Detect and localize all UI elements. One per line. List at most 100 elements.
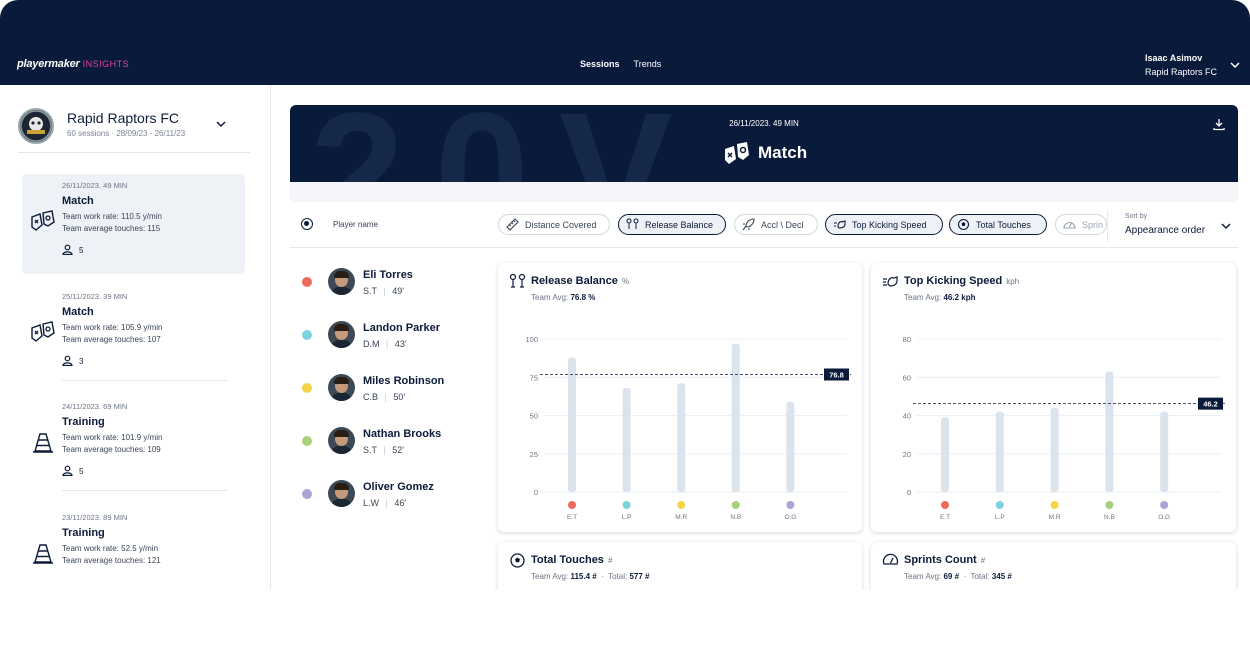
y-tick-label: 0: [907, 488, 911, 497]
y-tick-label: 100: [525, 335, 538, 344]
header-background-graphic: 20V: [310, 105, 702, 182]
club-name: Rapid Raptors FC: [67, 110, 180, 126]
top-kicking-speed-card: Top Kicking Speed kph Team Avg: 46.2 kph …: [871, 263, 1236, 532]
player-minutes: 52': [392, 445, 404, 455]
avg-value: 115.4 #: [570, 572, 597, 581]
top-kicking-speed-chart: 0 20 40 60 80 E.T L.P M.R N.B O.G 46.2: [903, 335, 1225, 521]
release-balance-icon: [626, 218, 639, 231]
metric-chip-accl-decl[interactable]: Accl \ Decl: [734, 214, 818, 235]
session-item[interactable]: 26/11/2023. 49 MIN Match Team work rate: 1…: [22, 174, 245, 274]
session-item[interactable]: 24/11/2023. 69 MIN Training Team work rate…: [22, 395, 245, 495]
main-nav: Sessions Trends: [573, 56, 668, 87]
player-count: 5: [79, 467, 84, 476]
player-dot-marker: [731, 501, 740, 509]
card-title-text: Total Touches: [531, 554, 604, 566]
sessions-sidebar: [0, 85, 271, 590]
player-color-dot: [302, 277, 312, 287]
session-date: 26/11/2023. 49 MIN: [729, 119, 799, 128]
players-icon: [62, 465, 73, 478]
team-average-tag: [824, 368, 849, 381]
player-count: 3: [79, 357, 84, 366]
y-tick-label: 80: [903, 335, 911, 344]
header-band: [290, 182, 1238, 202]
player-avatar: [328, 480, 355, 507]
y-tick-label: 20: [903, 450, 911, 459]
player-position: C.B: [363, 392, 379, 402]
player-row[interactable]: Nathan Brooks S.T | 52': [290, 424, 490, 469]
club-badge: [18, 108, 54, 144]
player-position: S.T: [363, 445, 377, 455]
card-title: Sprints Count #: [904, 554, 985, 566]
session-item[interactable]: 25/11/2023. 39 MIN Match Team work rate: 1…: [22, 285, 245, 385]
metric-chip-top-kicking-speed[interactable]: Top Kicking Speed: [825, 214, 943, 235]
player-position-minutes: C.B | 50': [363, 392, 406, 402]
tab-trends[interactable]: Trends: [633, 59, 662, 69]
metric-chip-distance-covered[interactable]: Distance Covered: [498, 214, 610, 235]
players-icon: [62, 355, 73, 368]
session-item-work-rate: Team work rate: 105.9 y/min: [62, 323, 163, 332]
y-tick-label: 25: [530, 450, 538, 459]
x-tick-label: M.R: [675, 514, 687, 521]
sort-value: Appearance order: [1125, 225, 1206, 236]
download-icon[interactable]: [1212, 117, 1226, 131]
select-all-radio[interactable]: [301, 218, 313, 230]
player-row[interactable]: Oliver Gomez L.W | 46': [290, 477, 490, 522]
card-title-text: Release Balance: [531, 275, 618, 287]
user-team: Rapid Raptors FC: [1145, 67, 1218, 77]
total-label: Total:: [608, 572, 628, 581]
sort-dropdown[interactable]: Sort by Appearance order: [1107, 210, 1235, 242]
chevron-down-icon: [1221, 223, 1231, 230]
player-row[interactable]: Eli Torres S.T | 49': [290, 265, 490, 310]
player-row[interactable]: Miles Robinson C.B | 50': [290, 371, 490, 416]
player-count: 5: [79, 246, 84, 255]
logo-text: playermaker: [17, 58, 80, 70]
avg-value: 69 #: [943, 572, 960, 581]
player-avatar: [328, 321, 355, 348]
player-name: Miles Robinson: [363, 375, 445, 387]
metric-chip-release-balance[interactable]: Release Balance: [618, 214, 726, 235]
metric-chip-sprin[interactable]: Sprin: [1055, 214, 1107, 235]
metric-filter-bar: Player name Distance Covered Release Bala…: [290, 208, 1238, 248]
player-name: Landon Parker: [363, 322, 441, 334]
player-dot-marker: [622, 501, 631, 509]
player-color-dot: [302, 436, 312, 446]
player-minutes: 50': [393, 392, 406, 402]
chevron-down-icon[interactable]: [215, 118, 227, 130]
x-tick-label: N.B: [730, 514, 741, 521]
card-title: Total Touches #: [531, 554, 612, 566]
session-item-type: Match: [62, 195, 94, 207]
avg-label: Team Avg:: [531, 293, 569, 302]
rocket-icon: [742, 218, 755, 231]
player-dot-marker: [1160, 501, 1169, 509]
team-average: Team Avg: 76.8 %: [531, 293, 595, 302]
ball-icon: [957, 218, 970, 231]
tab-sessions[interactable]: Sessions: [573, 56, 627, 87]
card-unit: %: [621, 277, 629, 286]
metric-chip-total-touches[interactable]: Total Touches: [949, 214, 1047, 235]
player-dot-marker: [1105, 501, 1114, 509]
session-header: 20V 26/11/2023. 49 MIN Match: [290, 105, 1238, 182]
match-icon: [31, 210, 55, 234]
chip-label: Top Kicking Speed: [852, 219, 927, 230]
ruler-icon: [506, 218, 519, 231]
speedometer-icon: [882, 553, 899, 565]
player-name: Oliver Gomez: [363, 481, 434, 493]
player-name: Nathan Brooks: [363, 428, 442, 440]
sprints-count-card: Sprints Count # Team Avg: 69 # · Total: 3…: [871, 542, 1236, 590]
chip-label: Distance Covered: [525, 219, 597, 230]
chevron-down-icon[interactable]: [1228, 58, 1242, 72]
avg-label: Team Avg:: [531, 572, 569, 581]
y-tick-label: 75: [530, 373, 538, 382]
player-row[interactable]: Landon Parker D.M | 43': [290, 318, 490, 363]
session-item[interactable]: 23/11/2023. 89 MIN Training Team work rate…: [22, 506, 245, 590]
user-menu[interactable]: Isaac Asimov Rapid Raptors FC: [1110, 52, 1240, 82]
avg-value: 76.8 %: [570, 293, 596, 302]
app-logo[interactable]: playermaker INSIGHTS: [17, 58, 129, 70]
sort-label: Sort by: [1125, 213, 1148, 220]
kick-speed-icon: [883, 276, 898, 287]
release-balance-card: Release Balance% Team Avg: 76.8 % 0 25 50 7…: [498, 263, 862, 532]
session-item-avg-touches: Team average touches: 107: [62, 335, 161, 344]
player-position: L.W: [363, 498, 380, 508]
chip-label: Sprin: [1082, 219, 1104, 230]
x-tick-label: O.G: [1158, 514, 1170, 521]
